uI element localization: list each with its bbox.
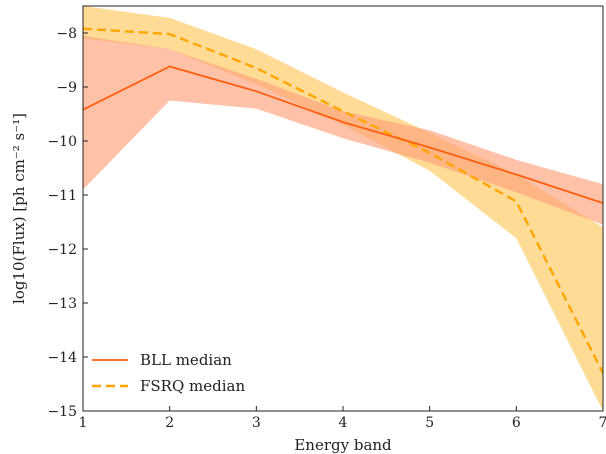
x-tick-label: 4 (339, 415, 348, 431)
y-tick-label: −12 (47, 242, 77, 258)
bll-median-line (82, 65, 604, 204)
x-tick-label: 2 (165, 415, 174, 431)
y-tick-label: −8 (56, 26, 77, 42)
legend-label-bll: BLL median (140, 351, 232, 369)
y-axis: −8 −9 −10 −11 −12 −13 −14 −15 (47, 26, 88, 420)
x-tick-label: 3 (252, 415, 261, 431)
fsrq-band (83, 6, 603, 411)
legend-label-fsrq: FSRQ median (140, 377, 245, 395)
y-tick-label: −11 (47, 188, 77, 204)
y-axis-label: log10(Flux) [ph cm⁻² s⁻¹] (10, 113, 28, 304)
y-tick-label: −14 (47, 350, 77, 366)
fsrq-median-line (82, 27, 605, 374)
legend: BLL median FSRQ median (92, 351, 245, 395)
y-tick-label: −15 (47, 404, 77, 420)
x-axis: 1 2 3 4 5 6 7 (79, 406, 606, 431)
y-tick-label: −9 (56, 80, 77, 96)
x-tick-label: 6 (512, 415, 521, 431)
y-tick-label: −13 (47, 296, 77, 312)
y-tick-label: −10 (47, 134, 77, 150)
x-tick-label: 1 (79, 415, 88, 431)
x-tick-label: 7 (599, 415, 606, 431)
median-lines (82, 27, 605, 374)
x-axis-label: Energy band (294, 436, 392, 454)
x-tick-label: 5 (425, 415, 434, 431)
